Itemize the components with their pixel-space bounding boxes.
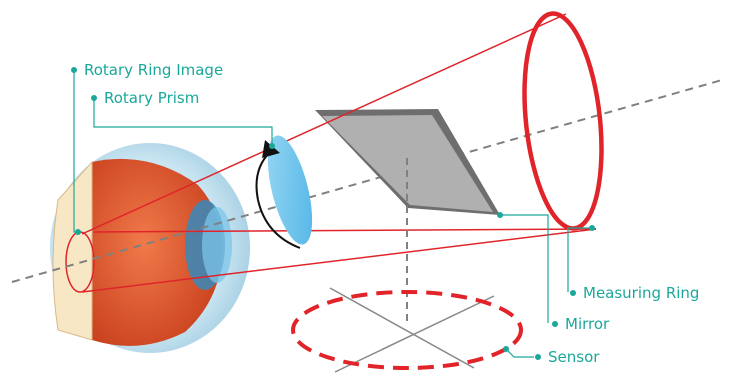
dot-rotary-ring-image-label — [71, 67, 77, 73]
rotary-prism — [255, 135, 313, 249]
dot-measuring-ring-target — [589, 225, 595, 231]
beam-upper — [81, 13, 567, 235]
eye-cut-face — [52, 160, 93, 341]
dot-sensor-label — [535, 354, 541, 360]
rotation-arrowhead — [262, 140, 280, 158]
label-sensor: Sensor — [548, 348, 600, 366]
eye-cornea — [202, 207, 232, 283]
callout-line-rotary-prism — [93, 98, 273, 146]
eye — [50, 143, 250, 353]
sensor — [291, 287, 523, 373]
dot-sensor-target — [503, 346, 509, 352]
label-rotary-ring-image: Rotary Ring Image — [84, 61, 223, 79]
eye-interior — [92, 158, 223, 346]
optical-axis — [11, 79, 723, 283]
dot-mirror-target — [497, 212, 503, 218]
label-measuring-ring: Measuring Ring — [583, 284, 699, 302]
callout-line-mirror — [500, 214, 549, 323]
dot-mirror-label — [552, 321, 558, 327]
label-rotary-prism: Rotary Prism — [104, 89, 199, 107]
dot-rotary-ring-image-target — [75, 229, 81, 235]
callout-dots — [71, 67, 595, 360]
prism-disc — [267, 135, 313, 245]
beam-axis-lower — [93, 228, 597, 233]
beam-cone — [81, 13, 597, 293]
dot-measuring-ring-label — [570, 290, 576, 296]
beam-lower — [81, 228, 597, 293]
sensor-cross-2 — [334, 295, 495, 373]
label-mirror: Mirror — [565, 315, 610, 333]
callout-line-measuring-ring — [567, 227, 594, 292]
dot-rotary-prism-target — [269, 143, 275, 149]
sensor-ring — [291, 290, 523, 370]
callout-line-sensor — [505, 348, 534, 358]
sensor-cross-1 — [329, 287, 475, 369]
rotation-arrow — [255, 151, 301, 249]
measuring-ring — [522, 11, 604, 231]
dot-rotary-prism-label — [91, 95, 97, 101]
